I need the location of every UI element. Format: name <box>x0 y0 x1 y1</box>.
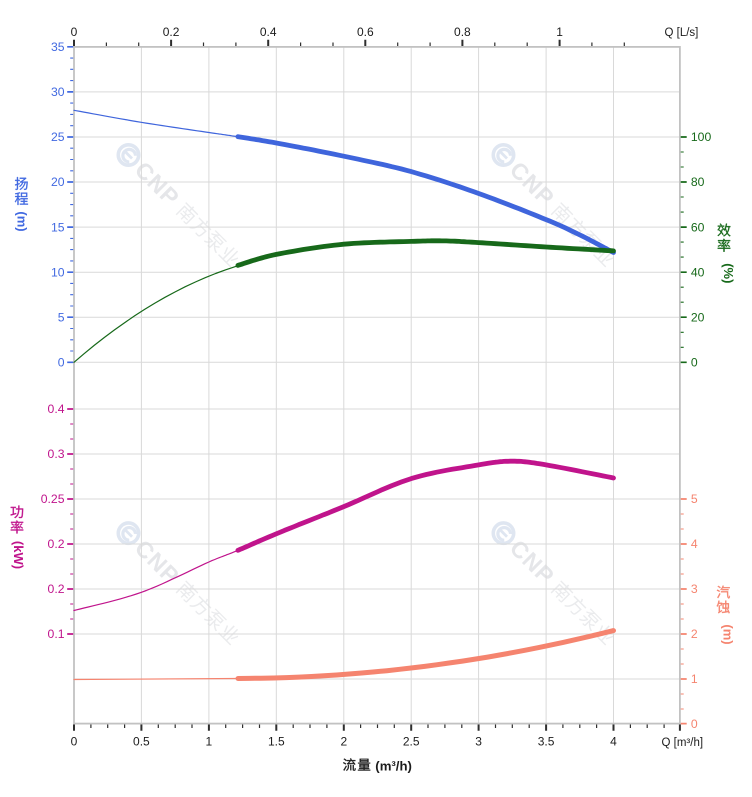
svg-text:15: 15 <box>51 220 65 234</box>
svg-text:CNP: CNP <box>130 535 185 590</box>
svg-text:5: 5 <box>58 310 65 324</box>
svg-text:0.6: 0.6 <box>357 25 374 39</box>
svg-text:4: 4 <box>610 735 617 749</box>
svg-text:0.25: 0.25 <box>41 492 65 506</box>
svg-text:CNP: CNP <box>130 156 185 211</box>
svg-text:0.4: 0.4 <box>48 402 65 416</box>
svg-text:1: 1 <box>691 672 698 686</box>
svg-text:0.4: 0.4 <box>260 25 277 39</box>
svg-text:CNP: CNP <box>505 535 560 590</box>
svg-text:(m³/h): (m³/h) <box>375 759 412 774</box>
svg-text:(kW): (kW) <box>11 541 26 569</box>
svg-text:Q [L/s]: Q [L/s] <box>665 27 699 39</box>
svg-text:40: 40 <box>691 265 705 279</box>
svg-text:0: 0 <box>58 356 65 370</box>
svg-text:1: 1 <box>206 735 213 749</box>
svg-text:2: 2 <box>691 627 698 641</box>
svg-text:0.3: 0.3 <box>48 447 65 461</box>
svg-text:0.8: 0.8 <box>454 25 471 39</box>
svg-text:0: 0 <box>71 25 78 39</box>
svg-text:(m): (m) <box>721 624 736 644</box>
svg-text:0.2: 0.2 <box>163 25 180 39</box>
svg-text:Q [m³/h]: Q [m³/h] <box>662 737 704 749</box>
svg-text:80: 80 <box>691 175 705 189</box>
svg-text:0: 0 <box>691 356 698 370</box>
svg-text:5: 5 <box>691 492 698 506</box>
svg-text:35: 35 <box>51 40 65 54</box>
svg-text:(m): (m) <box>15 211 30 231</box>
svg-text:3: 3 <box>691 582 698 596</box>
svg-text:4: 4 <box>691 537 698 551</box>
svg-text:60: 60 <box>691 220 705 234</box>
svg-text:1.5: 1.5 <box>268 735 285 749</box>
svg-text:0: 0 <box>71 735 78 749</box>
svg-text:0.2: 0.2 <box>48 537 65 551</box>
svg-text:3: 3 <box>475 735 482 749</box>
svg-text:2.5: 2.5 <box>403 735 420 749</box>
svg-text:0.1: 0.1 <box>48 627 65 641</box>
svg-text:0.5: 0.5 <box>133 735 150 749</box>
svg-text:(%): (%) <box>721 263 736 283</box>
svg-text:1: 1 <box>556 25 563 39</box>
svg-text:0.2: 0.2 <box>48 582 65 596</box>
svg-text:0: 0 <box>691 717 698 731</box>
svg-text:100: 100 <box>691 130 712 144</box>
svg-text:CNP: CNP <box>505 156 560 211</box>
svg-text:10: 10 <box>51 265 65 279</box>
svg-text:3.5: 3.5 <box>538 735 555 749</box>
svg-text:30: 30 <box>51 85 65 99</box>
svg-text:2: 2 <box>340 735 347 749</box>
svg-text:25: 25 <box>51 130 65 144</box>
svg-text:20: 20 <box>691 310 705 324</box>
svg-text:20: 20 <box>51 175 65 189</box>
